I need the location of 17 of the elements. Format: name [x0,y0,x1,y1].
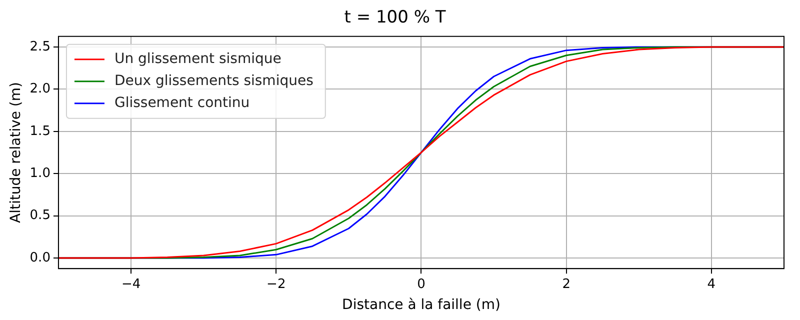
x-tick-label: 4 [707,276,716,292]
chart-title: t = 100 % T [344,8,446,28]
y-tick-label: 0.0 [30,250,50,266]
legend-label: Un glissement sismique [114,51,282,68]
legend-label: Deux glissements sismiques [114,73,314,90]
legend-label: Glissement continu [114,95,250,112]
x-tick-label: −2 [266,276,286,292]
x-tick-label: 0 [417,276,426,292]
y-axis-title: Altitude relative (m) [8,82,24,223]
x-tick-label: −4 [121,276,141,292]
y-tick-label: 0.5 [30,208,50,224]
x-tick-label: 2 [562,276,570,292]
y-tick-label: 1.0 [30,166,50,181]
x-axis-title: Distance à la faille (m) [342,297,500,314]
y-tick-label: 2.0 [30,82,50,97]
y-tick-label: 1.5 [30,124,50,139]
y-tick-label: 2.5 [30,39,50,54]
